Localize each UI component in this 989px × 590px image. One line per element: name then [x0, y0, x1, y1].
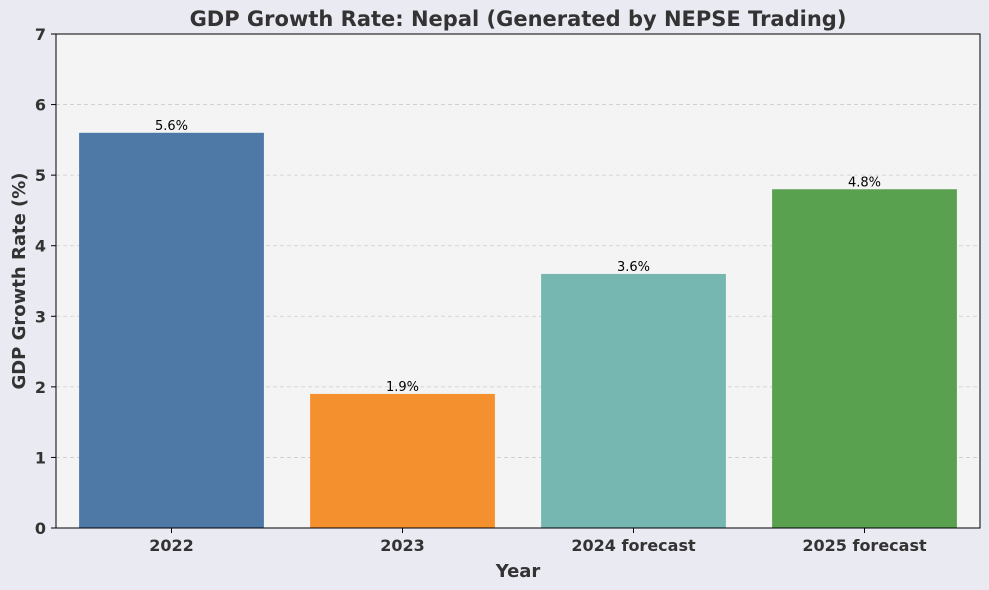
data-label: 5.6% — [155, 119, 188, 134]
data-label: 1.9% — [386, 380, 419, 395]
y-tick-label: 7 — [35, 25, 46, 44]
data-label: 4.8% — [848, 175, 881, 190]
y-tick-label: 2 — [35, 378, 46, 397]
data-label: 3.6% — [617, 260, 650, 275]
y-tick-label: 5 — [35, 166, 46, 185]
y-tick-label: 1 — [35, 448, 46, 467]
bar — [772, 189, 957, 528]
y-tick-label: 0 — [35, 519, 46, 538]
x-axis-label: Year — [495, 561, 541, 582]
y-tick-label: 6 — [35, 96, 46, 115]
y-axis-label: GDP Growth Rate (%) — [9, 172, 30, 389]
x-tick-label: 2024 forecast — [571, 536, 696, 555]
chart-title: GDP Growth Rate: Nepal (Generated by NEP… — [190, 7, 847, 31]
y-tick-label: 4 — [35, 237, 46, 256]
x-tick-label: 2023 — [380, 536, 425, 555]
bar — [541, 273, 726, 528]
bar — [310, 393, 495, 528]
x-tick-label: 2022 — [149, 536, 194, 555]
bar — [79, 132, 264, 529]
x-tick-label: 2025 forecast — [802, 536, 927, 555]
plot-frame — [55, 33, 981, 529]
y-tick-label: 3 — [35, 307, 46, 326]
